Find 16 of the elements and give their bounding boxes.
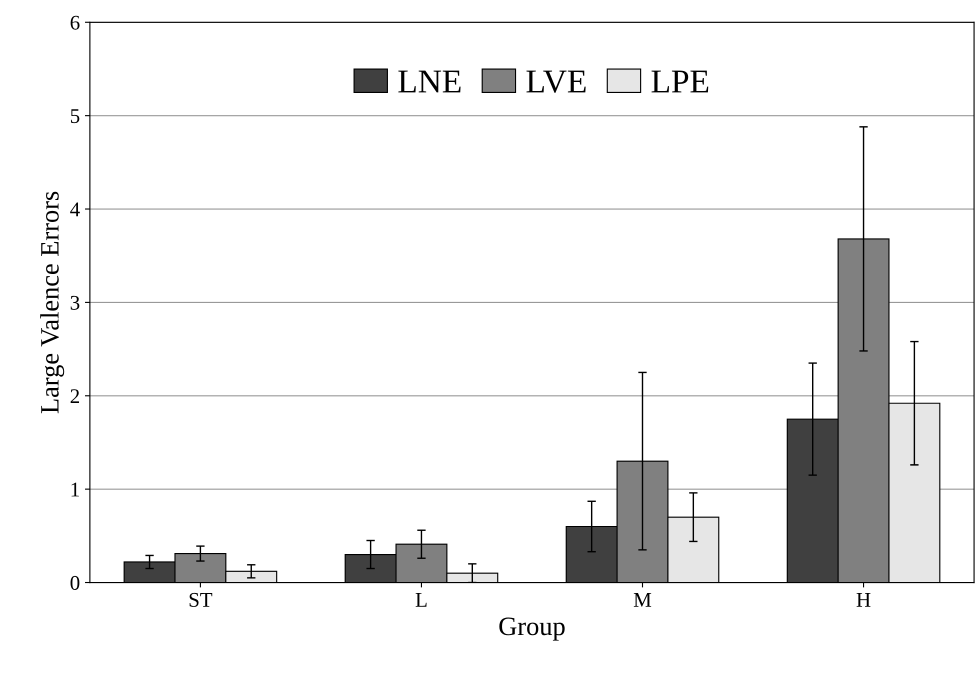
x-tick-label: ST: [190, 592, 212, 607]
y-axis-title: Large Valence Errors: [40, 192, 64, 414]
y-tick-label: 0: [70, 576, 80, 590]
y-tick-label: 5: [70, 109, 80, 124]
legend-label: LPE: [652, 70, 708, 92]
legend-label: LNE: [398, 70, 461, 92]
y-tick-label: 2: [70, 389, 80, 404]
x-tick-label: L: [416, 593, 427, 607]
y-tick-label: 6: [70, 16, 80, 30]
legend-label: LVE: [526, 70, 586, 93]
x-axis-title: Group: [499, 618, 565, 641]
y-tick-label: 4: [70, 202, 80, 216]
x-tick-label: H: [856, 593, 870, 607]
x-tick-label: M: [634, 593, 652, 607]
y-tick-label: 1: [72, 482, 79, 496]
y-tick-label: 3: [70, 296, 80, 310]
